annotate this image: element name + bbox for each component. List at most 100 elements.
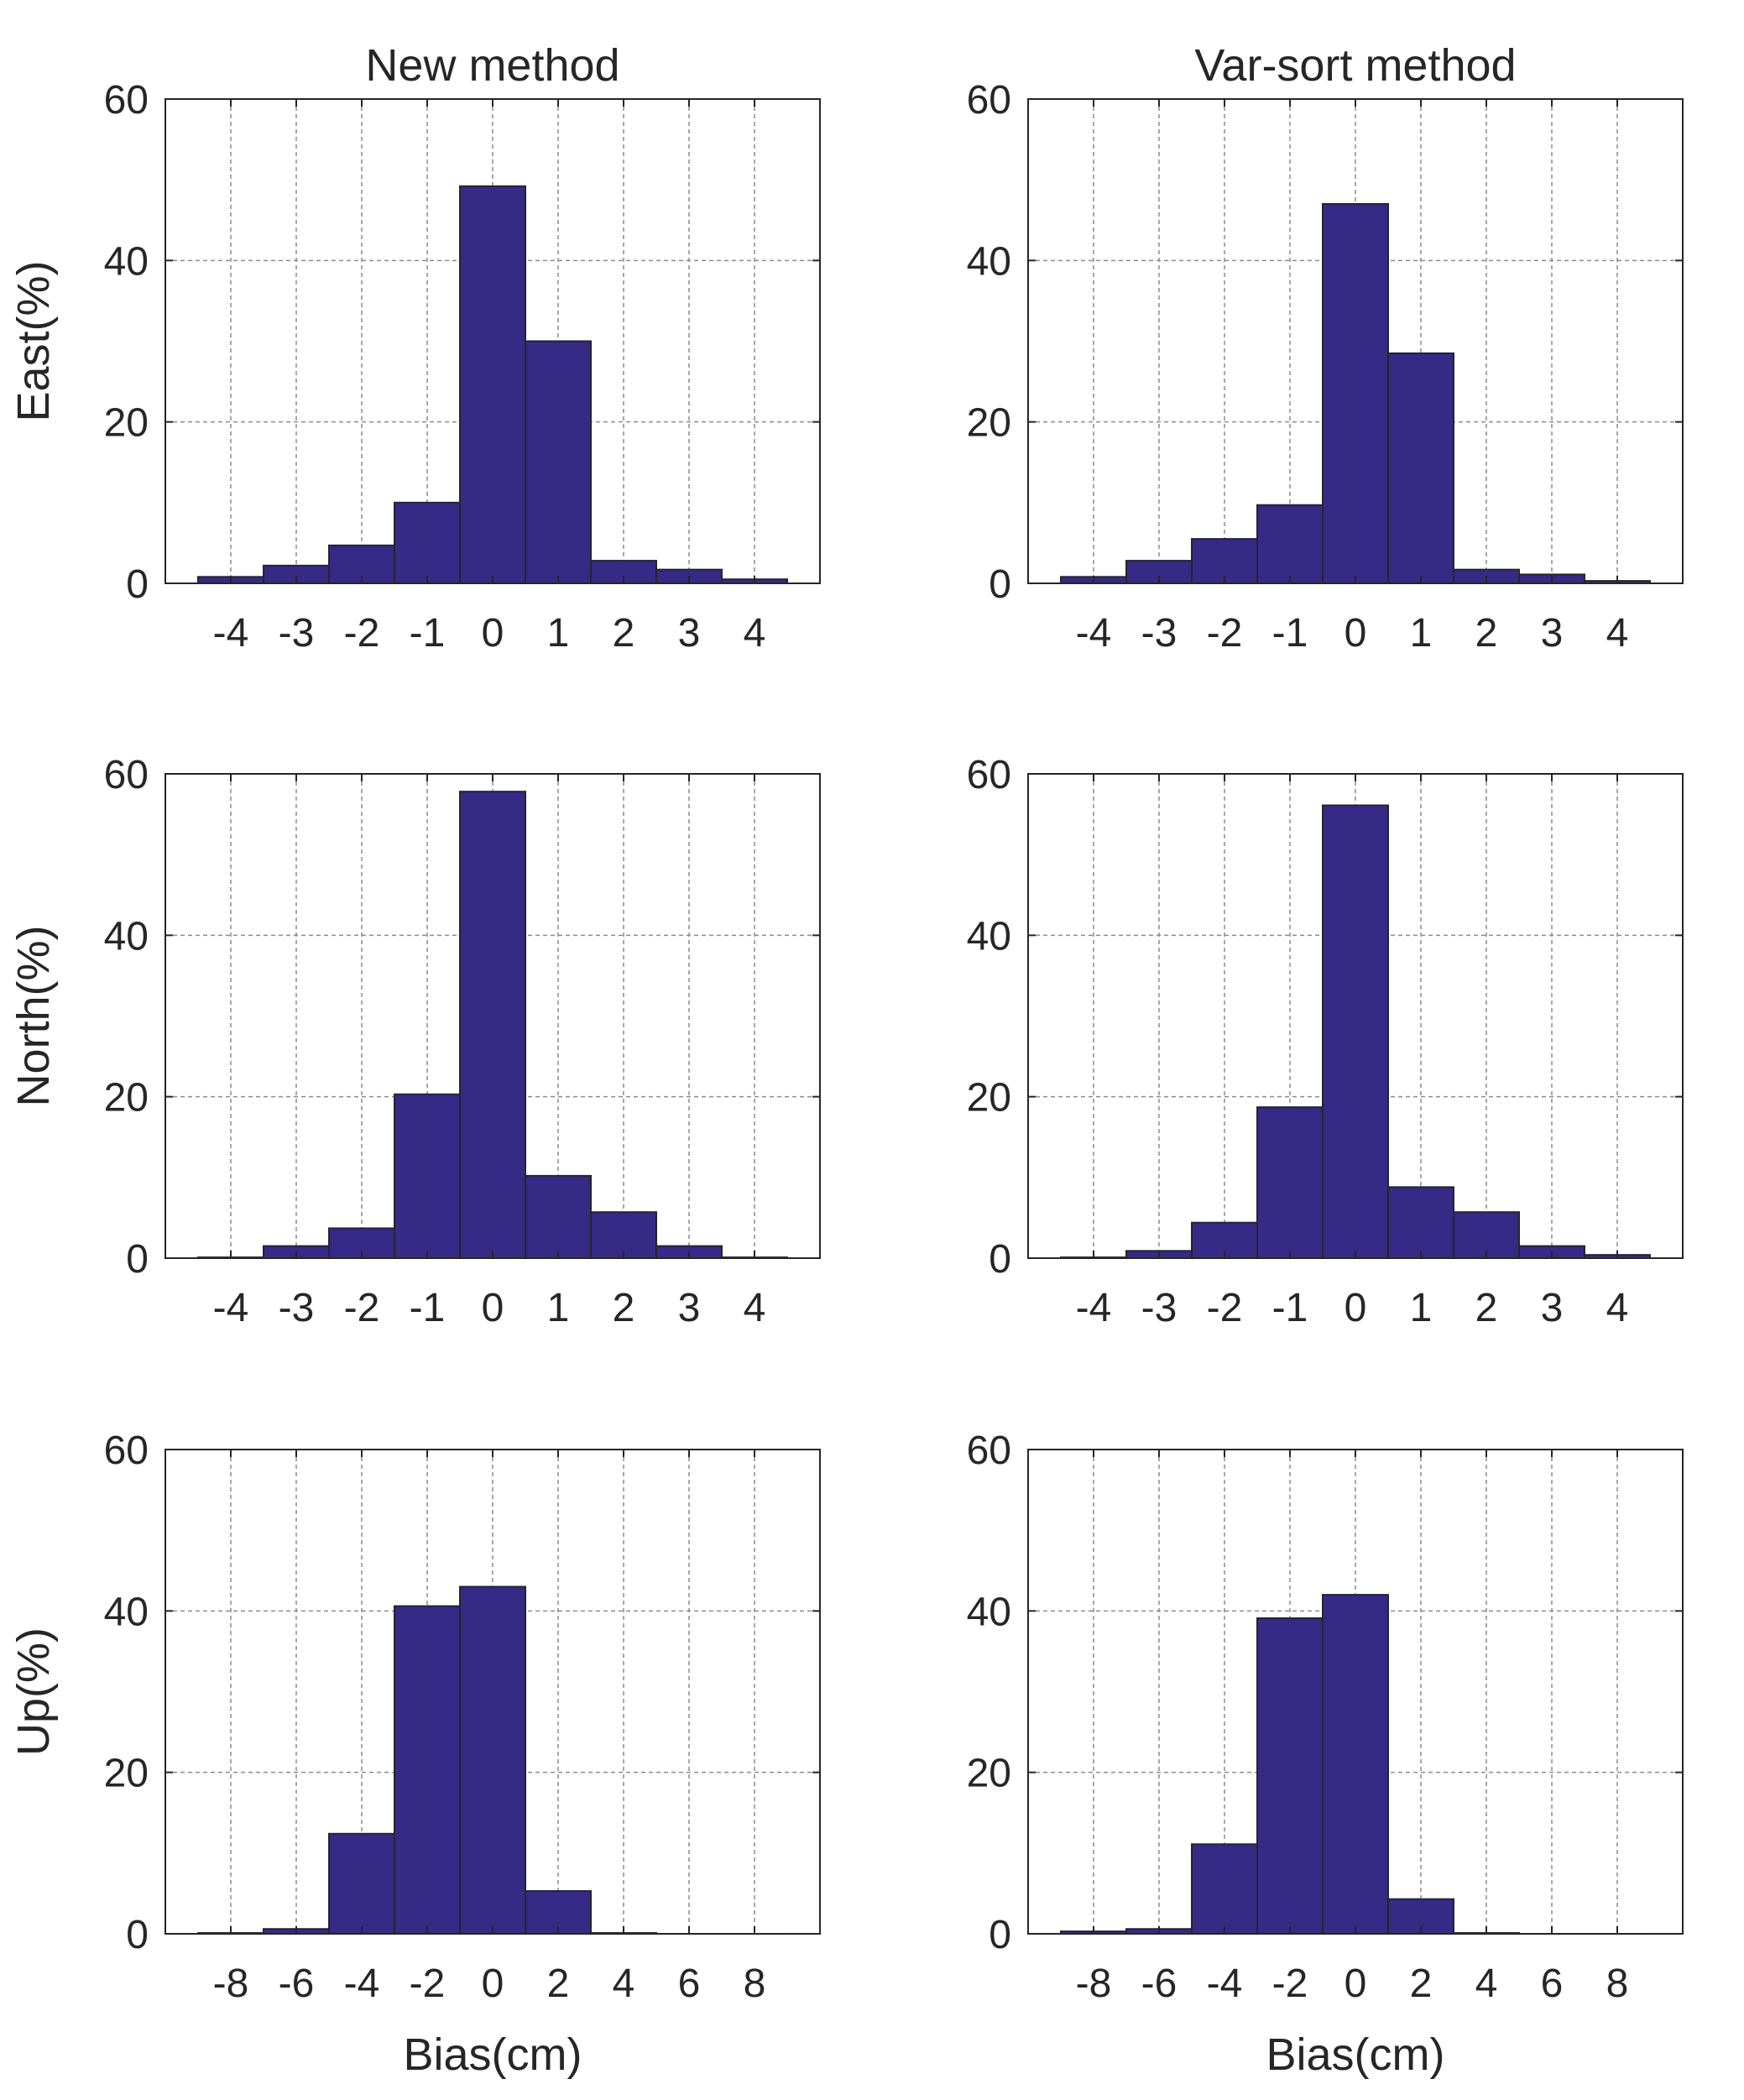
bar	[394, 501, 461, 584]
x-tick-label: -2	[410, 1962, 446, 2006]
x-tick-label: -4	[213, 611, 249, 656]
x-tick-label: 0	[482, 1962, 504, 2006]
x-tick-label: 3	[1541, 611, 1564, 656]
x-tick-label: -4	[1207, 1962, 1243, 2006]
y-tick-label: 60	[104, 78, 149, 123]
y-tick-label: 40	[967, 1590, 1011, 1634]
x-tick-label: 0	[1345, 1962, 1367, 2006]
x-tick-label: 2	[613, 611, 635, 656]
x-tick-label: 2	[1410, 1962, 1433, 2006]
bar	[459, 791, 526, 1259]
x-tick-label: -2	[1207, 1286, 1243, 1330]
x-tick-label: 4	[1606, 611, 1629, 656]
x-tick-label: 6	[678, 1962, 701, 2006]
x-tick-label: 2	[547, 1962, 570, 2006]
bar	[1322, 203, 1389, 584]
y-tick-label: 40	[104, 1590, 149, 1634]
bar	[1256, 1617, 1324, 1935]
x-tick-label: 3	[678, 611, 701, 656]
x-tick-label: -2	[344, 611, 380, 656]
bar	[1256, 504, 1324, 584]
x-tick-label: 0	[482, 611, 504, 656]
x-tick-label: -8	[1076, 1962, 1112, 2006]
x-tick-label: 0	[1345, 611, 1367, 656]
y-tick-label: 20	[967, 401, 1011, 446]
bar	[459, 185, 526, 585]
y-tick-label: 40	[104, 239, 149, 284]
y-tick-label: 0	[989, 562, 1011, 607]
x-tick-label: 4	[1606, 1286, 1629, 1330]
bar	[1322, 1594, 1389, 1935]
x-axis-label: Bias(cm)	[404, 2029, 582, 2080]
x-tick-label: -2	[1272, 1962, 1308, 2006]
y-tick-label: 40	[967, 239, 1011, 284]
y-tick-label: 0	[126, 1913, 149, 1957]
y-tick-label: 60	[967, 1429, 1011, 1473]
bar	[590, 1211, 657, 1260]
bar	[459, 1585, 526, 1935]
y-tick-label: 60	[967, 753, 1011, 797]
y-tick-label: 60	[967, 78, 1011, 123]
x-tick-label: -3	[1141, 611, 1177, 656]
bar	[394, 1093, 461, 1259]
bar	[1387, 1186, 1454, 1259]
x-tick-label: -1	[1272, 611, 1308, 656]
y-tick-label: 0	[989, 1237, 1011, 1282]
x-axis-label: Bias(cm)	[1266, 2029, 1445, 2080]
y-axis-label: North(%)	[8, 925, 59, 1106]
x-tick-label: 2	[613, 1286, 635, 1330]
bar	[1387, 352, 1454, 584]
y-tick-label: 20	[104, 1752, 149, 1796]
x-tick-label: -3	[279, 611, 315, 656]
x-tick-label: 2	[1475, 611, 1498, 656]
y-tick-label: 20	[967, 1752, 1011, 1796]
x-tick-label: 3	[1541, 1286, 1564, 1330]
x-tick-label: 1	[1410, 1286, 1433, 1330]
bar	[525, 340, 592, 584]
bar	[525, 1174, 592, 1260]
y-tick-label: 60	[104, 1429, 149, 1473]
y-tick-label: 40	[967, 914, 1011, 959]
x-tick-label: -4	[1076, 1286, 1112, 1330]
y-axis-label: East(%)	[8, 260, 59, 421]
panel-title: New method	[365, 40, 619, 91]
y-axis-label: Up(%)	[8, 1627, 59, 1756]
x-tick-label: 0	[1345, 1286, 1367, 1330]
x-tick-label: -3	[1141, 1286, 1177, 1330]
bar	[1322, 804, 1389, 1259]
y-tick-label: 20	[967, 1076, 1011, 1121]
x-tick-label: 3	[678, 1286, 701, 1330]
y-tick-label: 60	[104, 753, 149, 797]
x-tick-label: -2	[344, 1286, 380, 1330]
x-tick-label: -4	[1076, 611, 1112, 656]
x-tick-label: -6	[279, 1962, 315, 2006]
x-tick-label: -6	[1141, 1962, 1177, 2006]
x-tick-label: 2	[1475, 1286, 1498, 1330]
bar	[1256, 1106, 1324, 1259]
x-tick-label: -4	[344, 1962, 380, 2006]
bar	[394, 1605, 461, 1935]
x-tick-label: 1	[1410, 611, 1433, 656]
x-tick-label: 8	[1606, 1962, 1629, 2006]
x-tick-label: -1	[410, 1286, 446, 1330]
x-tick-label: 1	[547, 611, 570, 656]
y-tick-label: 20	[104, 1076, 149, 1121]
x-tick-label: 1	[547, 1286, 570, 1330]
x-tick-label: 4	[613, 1962, 635, 2006]
x-tick-label: -4	[213, 1286, 249, 1330]
y-tick-label: 0	[126, 562, 149, 607]
y-tick-label: 0	[989, 1913, 1011, 1957]
x-tick-label: -8	[213, 1962, 249, 2006]
x-tick-label: 4	[744, 1286, 766, 1330]
y-tick-label: 40	[104, 914, 149, 959]
bar	[1191, 1843, 1258, 1935]
x-tick-label: 0	[482, 1286, 504, 1330]
x-tick-label: 4	[744, 611, 766, 656]
